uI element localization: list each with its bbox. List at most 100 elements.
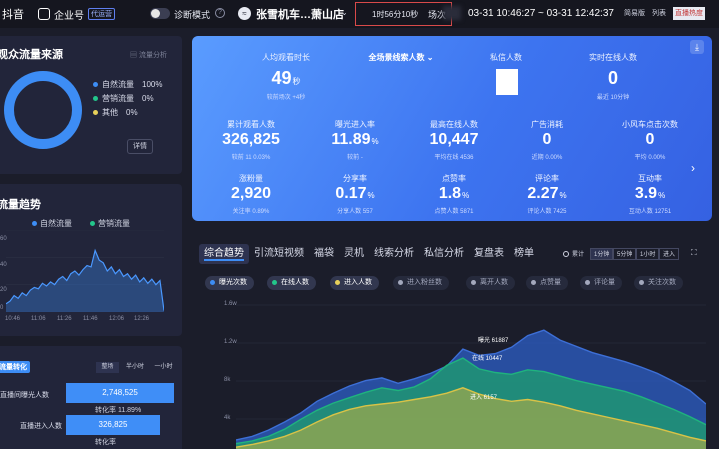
trend-x-tick: 12:26	[134, 316, 150, 322]
metric-sub: 平均 0.00%	[634, 155, 666, 161]
time-range: 03-31 10:46:27 ~ 03-31 12:42:37	[468, 8, 614, 19]
metric-label: 评论率	[535, 174, 559, 183]
metric-value: 0.17%	[335, 185, 375, 202]
metric-sub: 最近 10分钟	[596, 95, 630, 101]
tab-review-sheet[interactable]: 复盘表	[474, 248, 504, 259]
traffic-trend-panel	[0, 184, 182, 336]
interval-1hour[interactable]: 1小时	[636, 248, 660, 260]
trend-y-tick: 60	[0, 236, 7, 242]
scene-label[interactable]: 场次	[428, 10, 447, 20]
list-button[interactable]: 列表	[652, 10, 666, 17]
shop-logo-icon: ≈	[238, 7, 251, 20]
tab-whole[interactable]: 整场	[96, 362, 119, 373]
tab-dm-analysis[interactable]: 私信分析	[424, 248, 464, 259]
tab-lucky-bag[interactable]: 福袋	[314, 248, 334, 259]
interval-1min[interactable]: 1分钟	[590, 248, 614, 260]
funnel-label: 直播间曝光人数	[0, 392, 49, 399]
metric-label: 分享率	[343, 174, 367, 183]
trend-y-tick: 40	[0, 262, 7, 268]
top-bar: 抖音 企业号 代运营	[0, 0, 719, 28]
legend-marketing-trend[interactable]: 营销流量	[90, 218, 130, 229]
metric-sub: 评论人数 7425	[527, 209, 567, 215]
conversion-title: 流量转化	[0, 361, 30, 373]
funnel-rate: 转化率 11.89%	[95, 407, 142, 414]
legend-marketing: 营销流量 0%	[93, 93, 154, 104]
funnel-rate: 转化率	[95, 439, 116, 446]
traffic-trend-title: 流量趋势	[0, 199, 41, 211]
metric-sub: 较前场次 +4秒	[266, 95, 306, 101]
metric-sub: 关注率 0.89%	[232, 209, 270, 215]
tab-hour[interactable]: 一小时	[154, 364, 173, 370]
funnel-label: 直播进入人数	[20, 423, 62, 430]
trend-x-tick: 11:06	[31, 316, 46, 322]
legend-other: 其他 0%	[93, 107, 138, 118]
live-duration: 1时56分10秒	[372, 10, 419, 19]
y-tick: 1.2w	[224, 339, 237, 345]
metric-value: 1.8%	[438, 185, 470, 202]
diagnose-toggle[interactable]	[150, 8, 170, 19]
live-hot-button[interactable]: 直播热度	[673, 7, 705, 20]
analysis-tabs: 综合趋势 引流短视频 福袋 灵机 线索分析 私信分析 复盘表 榜单	[199, 244, 539, 264]
chevron-right-icon[interactable]: ›	[691, 161, 695, 175]
shop-name[interactable]: 张雪机车…萧山店	[256, 9, 344, 21]
series-line-1	[236, 357, 706, 445]
tab-half-hour[interactable]: 半小时	[125, 364, 144, 370]
metric-label: 累计观看人数	[227, 120, 275, 129]
download-icon[interactable]: ⤓	[690, 40, 704, 54]
interval-enter[interactable]: 进入	[659, 248, 680, 260]
metric-sub: 分享人数 557	[337, 209, 373, 215]
app-brand: 抖音	[2, 9, 24, 21]
detail-button[interactable]: 详情	[127, 139, 153, 154]
natural-traffic-line	[6, 248, 164, 311]
traffic-source-donut	[4, 71, 82, 149]
account-switcher[interactable]: 企业号 代运营	[38, 7, 115, 22]
trend-x-tick: 11:46	[83, 316, 98, 322]
annotation-online: 在线 10447	[472, 356, 503, 362]
interval-5min[interactable]: 5分钟	[613, 248, 637, 260]
tab-overall-trend[interactable]: 综合趋势	[199, 244, 249, 264]
chip-leave[interactable]: 离开人数	[466, 276, 515, 290]
traffic-source-title: 观众流量来源	[0, 49, 63, 61]
metric-value: 11.89%	[331, 131, 379, 148]
tab-lead-analysis[interactable]: 线索分析	[374, 248, 414, 259]
trend-x-tick: 12:06	[109, 316, 125, 322]
metric-value: 3.9%	[634, 185, 666, 202]
chevron-down-icon[interactable]: ⌄	[341, 8, 348, 17]
chip-exposure[interactable]: 曝光次数	[205, 276, 254, 290]
tab-lingji[interactable]: 灵机	[344, 248, 364, 259]
chip-enter[interactable]: 进入人数	[330, 276, 379, 290]
chip-follows[interactable]: 关注次数	[634, 276, 683, 290]
trend-x-tick: 11:26	[57, 316, 72, 322]
cumulative-radio[interactable]	[563, 251, 569, 257]
metric-label: 人均观看时长	[262, 53, 310, 62]
fullscreen-icon[interactable]: ⛶	[691, 248, 697, 257]
funnel-bar-enter[interactable]: 326,825	[66, 415, 160, 435]
y-tick: 4k	[224, 415, 231, 421]
metric-sub: 近期 0.00%	[531, 155, 563, 161]
legend-natural-trend[interactable]: 自然流量	[32, 218, 72, 229]
chip-online[interactable]: 在线人数	[267, 276, 316, 290]
y-tick: 1.6w	[224, 301, 237, 307]
series-line-0	[236, 329, 706, 441]
metric-value: 0	[542, 131, 552, 148]
trend-y-tick: 0	[0, 305, 4, 311]
series-line-2	[236, 387, 706, 448]
metric-sub: 较前 11 0.03%	[231, 155, 271, 161]
metric-label: 涨粉量	[239, 174, 263, 183]
chip-comments[interactable]: 评论量	[580, 276, 622, 290]
account-label: 企业号	[54, 10, 84, 22]
chip-enter-fans[interactable]: 进入粉丝数	[393, 276, 449, 290]
trend-y-tick: 20	[0, 287, 7, 293]
tab-short-video[interactable]: 引流短视频	[254, 248, 304, 259]
funnel-bar-exposure[interactable]: 2,748,525	[66, 383, 174, 403]
traffic-analysis-link[interactable]: ▤ 流量分析	[130, 52, 167, 59]
chip-likes[interactable]: 点赞量	[526, 276, 568, 290]
tab-rankings[interactable]: 榜单	[514, 248, 534, 259]
metric-sub: 点赞人数 5871	[434, 209, 474, 215]
metric-label[interactable]: 全场景线索人数 ⌄	[368, 53, 434, 62]
simple-mode-button[interactable]: 简易版	[624, 10, 645, 17]
metric-label: 最高在线人数	[430, 120, 478, 129]
enterprise-icon	[38, 8, 50, 20]
help-icon[interactable]: ?	[215, 8, 225, 18]
annotation-exposure: 曝光 61887	[478, 338, 509, 344]
